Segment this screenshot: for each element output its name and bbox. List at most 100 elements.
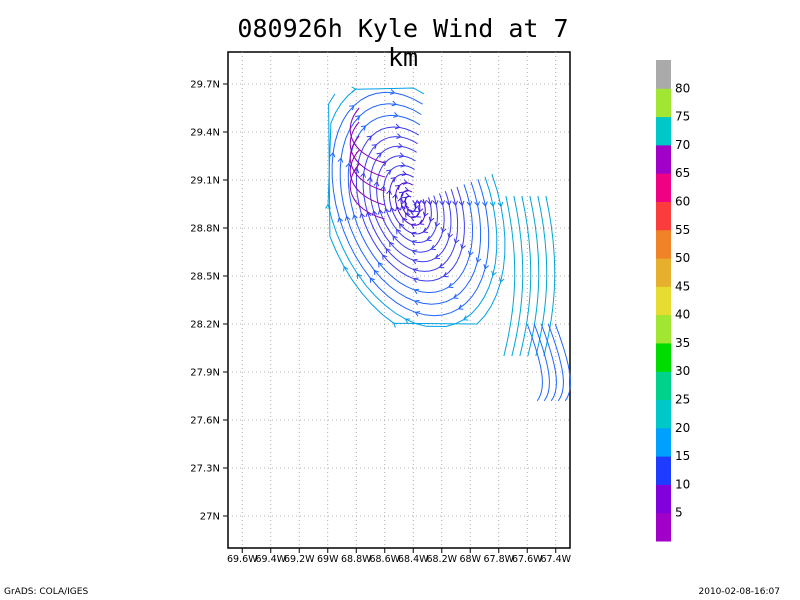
streamline-arrow [468,250,474,257]
streamline-arrow [378,261,384,268]
streamline-arrow [432,200,439,206]
streamline-arrow [489,201,496,208]
streamline-arrow [382,254,388,260]
streamline-arrow [430,244,436,251]
y-tick-label: 29.1N [190,176,220,187]
streamline-arrow [369,277,375,283]
streamline-arrow [411,249,418,255]
streamline [349,163,385,220]
y-tick-label: 29.7N [190,80,220,91]
x-tick-label: 69.4W [255,554,286,565]
streamline-arrow [373,269,380,276]
streamline-arrow [360,172,366,178]
streamline-arrow [415,199,422,206]
colorbar-label: 55 [675,223,690,237]
streamline-arrow [453,238,460,244]
streamline-arrow [434,221,441,228]
streamline-arrow [413,299,420,306]
footer-credit: GrADS: COLA/IGES [4,587,89,597]
streamline-arrow [452,293,459,299]
plot-frame [227,51,571,549]
colorbar-label: 75 [675,110,690,124]
grid [228,52,570,548]
streamline-arrow [438,262,445,269]
streamline-arrow [418,219,425,225]
streamline-arrow [401,170,408,177]
streamline-arrow [337,157,344,163]
streamline-arrow [389,241,395,248]
colorbar-label: 45 [675,279,690,293]
streamline [349,107,385,164]
streamline [527,195,540,357]
streamline-arrow [460,243,466,250]
colorbar-label: 35 [675,336,690,350]
colorbar-label: 60 [675,194,690,208]
streamline-arrow [352,214,358,220]
streamline-arrow [414,311,421,317]
colorbar-label: 15 [675,449,690,463]
y-tick-label: 28.2N [190,320,220,331]
x-tick-label: 68.6W [369,554,400,565]
streamline [394,182,426,226]
streamline-arrow [392,235,398,241]
colorbar-segment [656,144,671,174]
colorbar-label: 25 [675,393,690,407]
colorbar-segment [656,258,671,287]
streamline [382,164,438,244]
streamline-arrow [410,215,416,222]
streamline-arrow [458,200,465,207]
x-tick-label: 68.4W [398,554,429,565]
streamline-arrow [442,272,449,278]
streamline-arrow [403,186,410,193]
colorbar-segment [656,116,671,146]
streamline-arrow [355,115,361,121]
streamline-arrow [357,273,363,279]
streamline [331,91,490,317]
streamline [554,323,571,402]
streamline [400,189,421,219]
x-tick-label: 69.6W [227,554,258,565]
colorbar-segment [656,512,671,542]
colorbar-segment [656,399,671,429]
streamline-arrow [474,201,481,207]
streamline-arrow [344,215,351,222]
streamline-arrow [397,196,404,203]
streamline-arrow [447,282,454,289]
chart-title: 080926h Kyle Wind at 7 km [237,14,569,72]
streamline [369,145,452,263]
streamline-arrow [422,227,429,233]
streamline-arrow [457,304,464,310]
streamline-arrow [411,240,417,246]
streamline-arrow [413,288,420,295]
y-tick-label: 27.9N [190,368,220,379]
streamline-arrow [439,200,446,206]
streamline-arrow [415,212,421,218]
streamline-arrow [481,201,488,207]
streamline-arrow [391,100,398,107]
streamline-arrow [392,322,399,328]
streamline-arrow [389,206,396,213]
streamline [533,323,550,402]
x-tick-label: 68W [460,554,482,565]
streamline-arrow [422,211,429,218]
colorbar-label: 80 [675,81,690,95]
streamline-arrow [393,112,399,118]
streamline [526,323,543,402]
x-tick-label: 67.8W [483,554,514,565]
streamline-arrow [498,277,505,283]
streamline-arrow [394,184,401,190]
y-tick-label: 27N [200,512,220,523]
streamline-arrow [392,193,398,199]
streamline-arrow [400,161,406,168]
streamline-arrow [377,209,384,215]
streamline [328,93,506,325]
x-tick-label: 68.8W [341,554,372,565]
colorbar-segment [656,201,671,231]
streamline [389,173,432,235]
streamline-arrow [380,185,386,191]
streamline-arrow [440,227,447,233]
streamline-arrow [359,212,366,219]
streamline-arrow [399,223,405,229]
streamline-arrow [386,169,392,175]
